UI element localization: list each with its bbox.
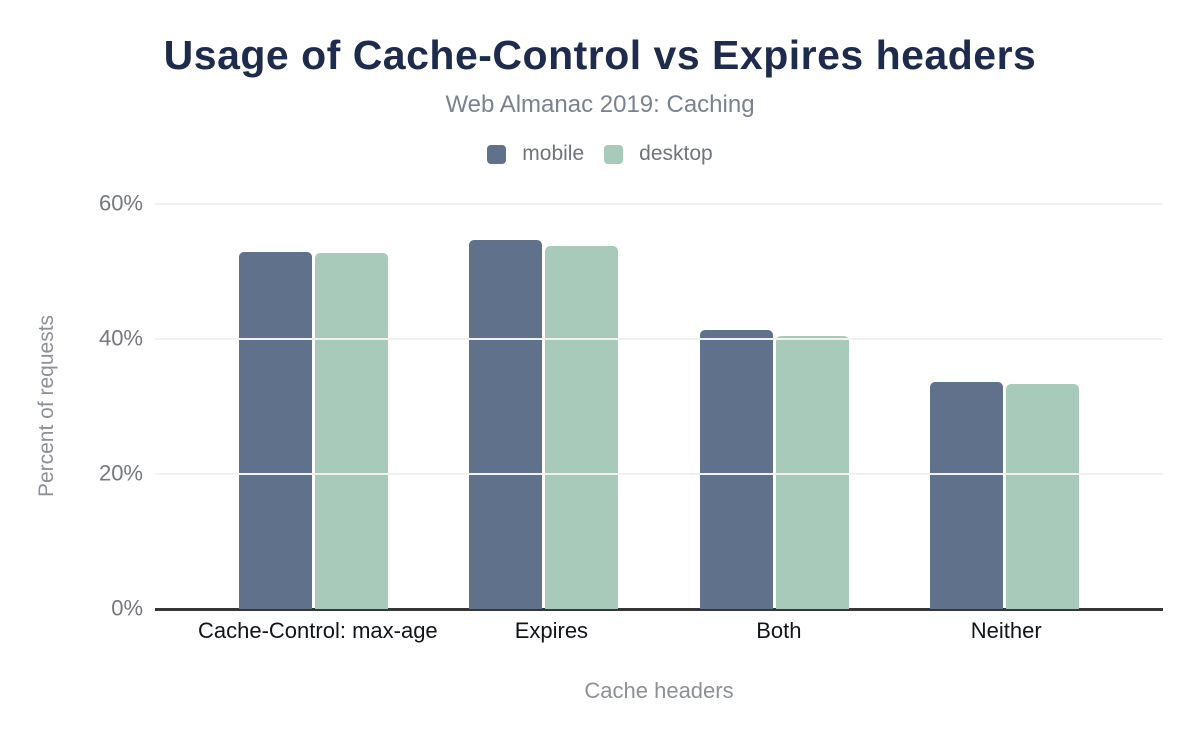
bar-desktop [775,336,849,609]
x-axis-line [155,608,1163,611]
legend-label: desktop [639,142,713,165]
y-tick-label: 40% [98,325,143,351]
bar-desktop [545,245,619,609]
bar-mobile [469,239,543,609]
chart-title: Usage of Cache-Control vs Expires header… [163,32,1037,78]
bar-desktop [314,252,388,609]
bar-group [890,204,1121,609]
y-tick-label: 60% [98,190,143,216]
y-tick-label: 0% [111,595,143,621]
legend-swatch-desktop [604,144,624,164]
legend-label: mobile [522,142,585,165]
legend: mobile desktop [0,142,1200,166]
bar-group [198,204,429,609]
gridline-20% [155,473,1163,475]
y-tick-label: 20% [98,460,143,486]
x-category-label: Both [756,618,802,643]
bar-mobile [238,251,312,609]
chart-subtitle: Web Almanac 2019: Caching [445,91,755,118]
x-axis-title: Cache headers [584,678,734,703]
x-category-label: Expires [514,618,589,643]
legend-item-mobile: mobile [487,142,584,166]
bar-groups [155,204,1163,609]
bar-desktop [1006,384,1080,609]
x-category-labels: Cache-Control: max-age Expires Both Neither [155,618,1163,644]
bar-group [659,204,890,609]
bar-mobile [699,329,773,609]
plot-area: 60% 40% 20% 0% [99,190,1163,620]
bar-group [429,204,660,609]
gridline-60% [155,203,1163,205]
legend-item-desktop: desktop [604,142,713,166]
x-category-label: Neither [970,618,1042,643]
y-axis-title: Percent of requests [35,314,58,498]
x-category-label: Cache-Control: max-age [198,618,438,643]
legend-swatch-mobile [487,144,507,164]
gridline-40% [155,338,1163,340]
bar-mobile [930,382,1004,609]
